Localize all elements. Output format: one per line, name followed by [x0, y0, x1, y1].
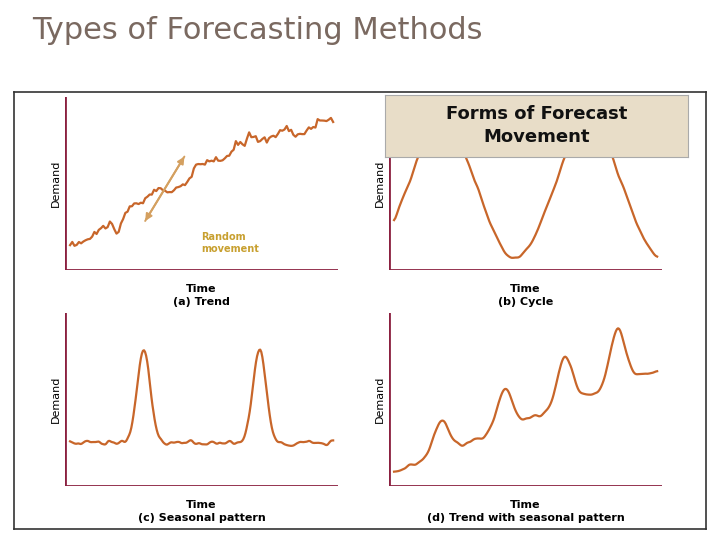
Text: (b) Cycle: (b) Cycle — [498, 297, 553, 307]
Text: Forms of Forecast
Movement: Forms of Forecast Movement — [446, 105, 627, 146]
Text: Time: Time — [186, 500, 217, 510]
Y-axis label: Demand: Demand — [50, 160, 60, 207]
Text: (d) Trend with seasonal pattern: (d) Trend with seasonal pattern — [427, 513, 624, 523]
Y-axis label: Demand: Demand — [374, 160, 384, 207]
Text: Random
movement: Random movement — [202, 232, 259, 254]
Y-axis label: Demand: Demand — [50, 376, 60, 423]
Text: (a) Trend: (a) Trend — [174, 297, 230, 307]
Text: Time: Time — [510, 284, 541, 294]
Y-axis label: Demand: Demand — [374, 376, 384, 423]
Text: Time: Time — [186, 284, 217, 294]
Text: (c) Seasonal pattern: (c) Seasonal pattern — [138, 513, 266, 523]
Text: Time: Time — [510, 500, 541, 510]
Text: Types of Forecasting Methods: Types of Forecasting Methods — [32, 16, 483, 45]
